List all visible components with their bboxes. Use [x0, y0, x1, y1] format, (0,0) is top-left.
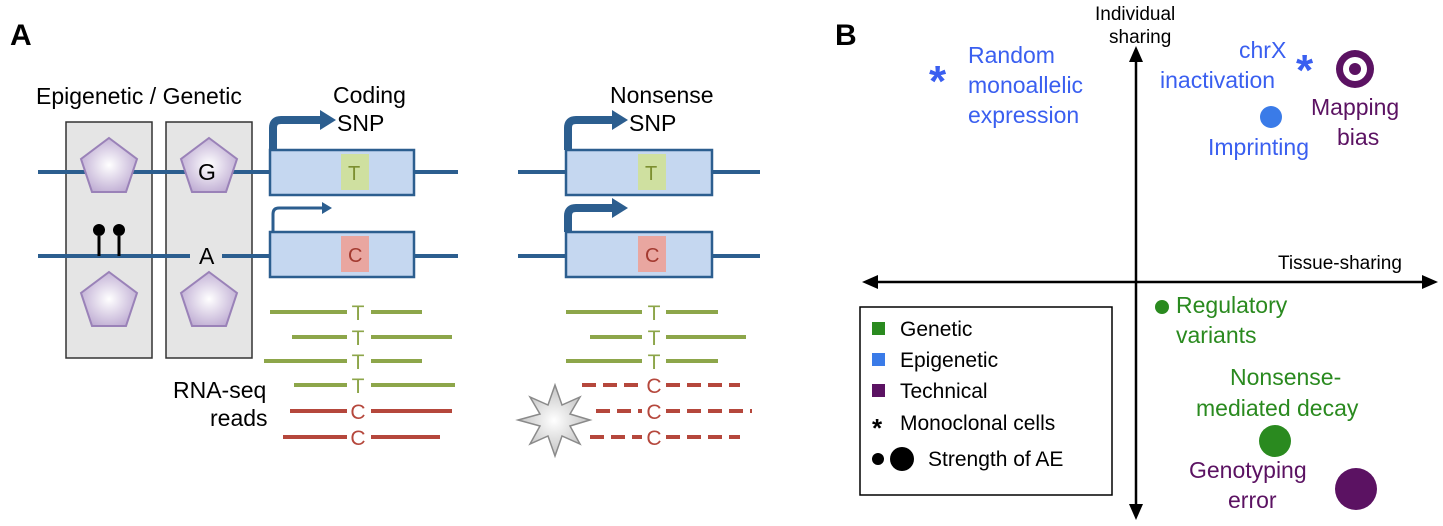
y-axis-label-line2: sharing: [1109, 27, 1171, 48]
y-axis-arrow-bottom: [1129, 504, 1143, 520]
random-mono-label-3: expression: [968, 102, 1079, 128]
read-allele-label: T: [648, 327, 661, 350]
snp-t-highlight: [341, 154, 369, 190]
read-allele-label: C: [350, 401, 365, 424]
legend-strength-label: Strength of AE: [928, 448, 1063, 471]
random-mono-label-2: monoallelic: [968, 72, 1083, 98]
imprinting-dot: [1260, 106, 1282, 128]
allele-g-label: G: [198, 159, 216, 185]
legend-technical-swatch: [872, 384, 885, 397]
x-axis-arrow-right: [1422, 275, 1438, 289]
legend-technical-label: Technical: [900, 380, 988, 403]
genotyping-label-2: error: [1228, 487, 1277, 513]
pentagon-shape: [79, 270, 139, 327]
nonsense-snp-t-label: T: [645, 163, 657, 185]
weak-promoter-arrow: [271, 206, 322, 232]
strong-promoter-arrowhead: [320, 110, 336, 130]
rnaseq-label: RNA-seq: [173, 377, 266, 403]
x-axis-arrow-left: [862, 275, 878, 289]
decay-burst-icon: [515, 382, 593, 459]
legend-epigenetic-label: Epigenetic: [900, 349, 998, 372]
legend-epigenetic-swatch: [872, 353, 885, 366]
y-axis-label-line1: Individual: [1095, 4, 1175, 25]
read-allele-label: T: [352, 302, 365, 325]
read-allele-label: T: [648, 302, 661, 325]
read-allele-label: C: [646, 427, 661, 450]
panel-a-label: A: [10, 19, 32, 52]
regulatory-label-2: variants: [1176, 322, 1257, 348]
nonsense-title: Nonsense: [610, 82, 714, 108]
nonsense-arrowhead-bottom: [612, 198, 628, 218]
mapping-bias-label-2: bias: [1337, 124, 1379, 150]
snp-t-label: T: [348, 163, 360, 185]
legend-monoclonal-label: Monoclonal cells: [900, 412, 1055, 435]
legend-genetic-label: Genetic: [900, 318, 972, 341]
epigenetic-genetic-label: Epigenetic / Genetic: [36, 83, 242, 109]
regulatory-label-1: Regulatory: [1176, 292, 1288, 318]
read-allele-label: C: [350, 427, 365, 450]
read-allele-label: C: [646, 401, 661, 424]
methylation-marks: [93, 224, 125, 256]
x-axis-label: Tissue-sharing: [1278, 253, 1402, 274]
nonsense-promoter-arrow-top: [564, 116, 614, 150]
read-allele-label: T: [352, 375, 365, 398]
strong-promoter-arrow: [269, 116, 322, 150]
weak-promoter-arrowhead: [322, 202, 332, 214]
allele-a-label: A: [199, 243, 215, 269]
mapping-bias-target-icon: [1336, 50, 1374, 88]
nonsense-snp-label: SNP: [629, 110, 676, 136]
nmd-label-1: Nonsense-: [1230, 364, 1341, 390]
read-allele-label: T: [648, 351, 661, 374]
imprinting-label: Imprinting: [1208, 134, 1309, 160]
legend-genetic-swatch: [872, 322, 885, 335]
pentagon-shape: [179, 270, 239, 327]
snp-c-highlight: [341, 236, 369, 272]
chrx-label-1: chrX: [1239, 37, 1286, 63]
nmd-label-2: mediated decay: [1196, 395, 1359, 421]
nonsense-snp-t-highlight: [638, 154, 666, 190]
read-allele-label: T: [352, 351, 365, 374]
nmd-dot: [1259, 425, 1291, 457]
read-allele-label: T: [352, 327, 365, 350]
chrx-star-icon: *: [1296, 46, 1314, 95]
chrx-label-2: inactivation: [1160, 67, 1275, 93]
pentagon-shape: [79, 136, 139, 193]
mapping-bias-label-1: Mapping: [1311, 94, 1399, 120]
nonsense-snp-c-label: C: [645, 245, 659, 267]
y-axis-arrow-top: [1129, 46, 1143, 62]
pentagon-shape: [179, 136, 239, 193]
nonsense-promoter-arrow-bottom: [564, 204, 614, 232]
genotyping-label-1: Genotyping: [1189, 457, 1307, 483]
legend-small-dot-icon: [872, 453, 884, 465]
coding-snp-label: SNP: [337, 110, 384, 136]
reads-label: reads: [210, 405, 268, 431]
snp-c-label: C: [348, 245, 362, 267]
coding-title: Coding: [333, 82, 406, 108]
read-allele-label: C: [646, 375, 661, 398]
panel-b-label: B: [835, 19, 857, 52]
genotyping-dot: [1335, 468, 1377, 510]
nonsense-snp-c-highlight: [638, 236, 666, 272]
random-mono-label-1: Random: [968, 42, 1055, 68]
nonsense-arrowhead-top: [612, 110, 628, 130]
legend-large-dot-icon: [890, 447, 914, 471]
regulatory-dot: [1155, 300, 1169, 314]
legend-asterisk-icon: *: [872, 413, 883, 443]
random-mono-star-icon: *: [929, 57, 947, 106]
